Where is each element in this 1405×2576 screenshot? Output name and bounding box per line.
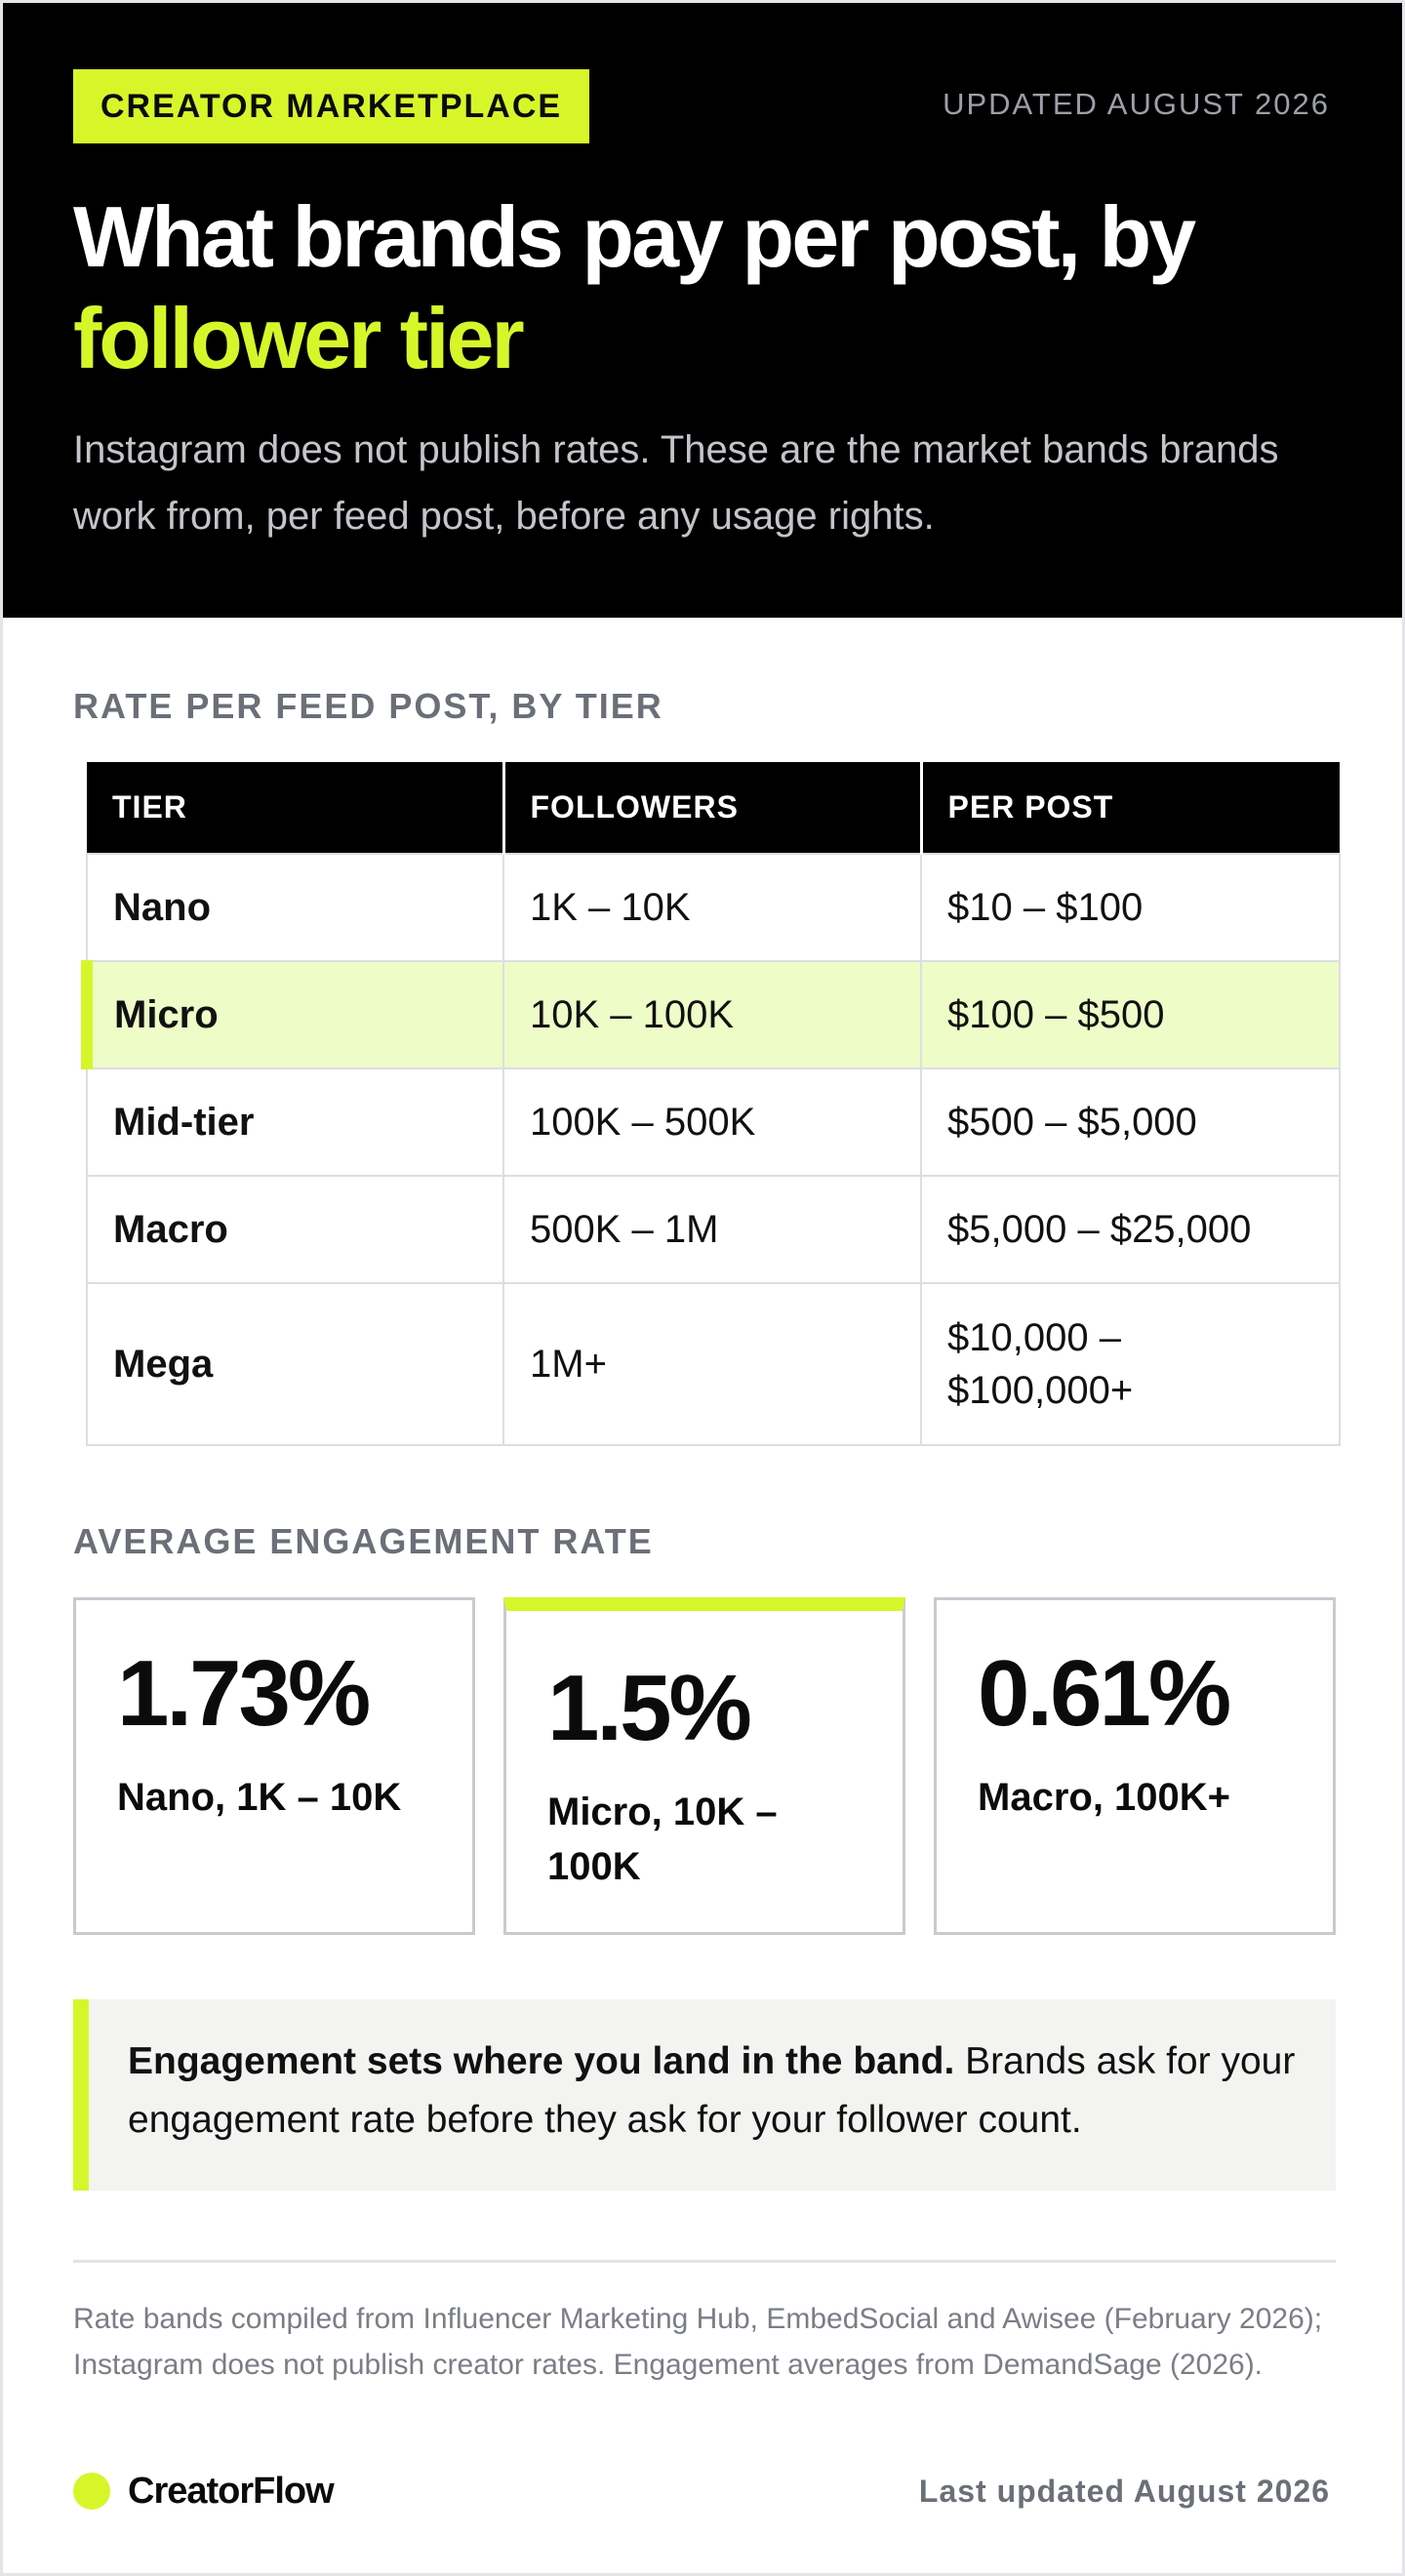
tier-cell: Nano (86, 853, 504, 962)
engagement-label: Micro, 10K – 100K (547, 1791, 778, 1888)
footer-divider (73, 2260, 1336, 2263)
table-row-macro: Macro 500K – 1M $5,000 – $25,000 (86, 1175, 1341, 1284)
brand-logo: CreatorFlow (73, 2470, 335, 2513)
followers-cell: 10K – 100K (502, 960, 922, 1069)
tier-cell: Mid-tier (86, 1067, 504, 1177)
engagement-section-label: AVERAGE ENGAGEMENT RATE (73, 1521, 654, 1561)
updated-date: UPDATED AUGUST 2026 (943, 87, 1330, 121)
engagement-callout: Engagement sets where you land in the ba… (73, 1999, 1336, 2191)
rate-table: TIER FOLLOWERS PER POST Nano 1K – 10K $1… (81, 762, 1341, 1446)
callout-emphasis: Engagement sets where you land in the ba… (128, 2040, 955, 2082)
followers-cell: 1K – 10K (502, 853, 922, 962)
title-line: What brands pay per post, by (73, 188, 1196, 285)
tier-cell: Micro (81, 960, 504, 1069)
brand-dot-icon (73, 2473, 110, 2510)
column-header-per-post: PER POST (919, 762, 1340, 854)
price-cell: $5,000 – $25,000 (920, 1175, 1341, 1284)
engagement-value: 1.73% (117, 1641, 371, 1746)
callout-text: Brands ask for your engagement rate befo… (128, 2040, 1296, 2141)
table-header-row: TIER FOLLOWERS PER POST (87, 762, 1340, 854)
followers-cell: 1M+ (502, 1282, 922, 1446)
category-tag: CREATOR MARKETPLACE (73, 69, 590, 143)
engagement-cards: 1.73% Nano, 1K – 10K 1.5% Micro, 10K – 1… (73, 1597, 1336, 1935)
price-cell: $100 – $500 (920, 960, 1341, 1069)
intro-paragraph: Instagram does not publish rates. These … (73, 428, 1279, 538)
table-row-mega: Mega 1M+ $10,000 – $100,000+ (86, 1282, 1341, 1446)
engagement-label: Nano, 1K – 10K (117, 1776, 402, 1819)
engagement-card-micro-featured: 1.5% Micro, 10K – 100K (503, 1597, 905, 1935)
followers-cell: 500K – 1M (502, 1175, 922, 1284)
engagement-value: 1.5% (547, 1656, 752, 1760)
page-title: What brands pay per post, by follower ti… (73, 186, 1332, 389)
tier-cell: Mega (86, 1282, 504, 1446)
title-accent-line: follower tier (73, 290, 525, 386)
rates-section-label: RATE PER FEED POST, BY TIER (73, 686, 663, 726)
price-cell: $500 – $5,000 (920, 1067, 1341, 1177)
price-line: $10,000 – (947, 1316, 1121, 1359)
engagement-card-nano: 1.73% Nano, 1K – 10K (73, 1597, 475, 1935)
engagement-value: 0.61% (978, 1641, 1231, 1746)
column-header-followers: FOLLOWERS (502, 762, 921, 854)
table-row-mid-tier: Mid-tier 100K – 500K $500 – $5,000 (86, 1067, 1341, 1177)
hero-header: CREATOR MARKETPLACE UPDATED AUGUST 2026 … (3, 3, 1402, 618)
engagement-label: Macro, 100K+ (978, 1776, 1231, 1819)
tier-cell: Macro (86, 1175, 504, 1284)
source-footnote: Rate bands compiled from Influencer Mark… (73, 2303, 1323, 2381)
price-cell: $10 – $100 (920, 853, 1341, 962)
price-line: $100,000+ (947, 1369, 1134, 1412)
engagement-card-macro: 0.61% Macro, 100K+ (934, 1597, 1336, 1935)
table-row-nano: Nano 1K – 10K $10 – $100 (86, 853, 1341, 962)
brand-name: CreatorFlow (128, 2470, 335, 2512)
price-cell: $10,000 – $100,000+ (920, 1282, 1341, 1446)
followers-cell: 100K – 500K (502, 1067, 922, 1177)
column-header-tier: TIER (87, 762, 503, 854)
last-updated-text: Last updated August 2026 (918, 2474, 1330, 2509)
table-row-micro-highlighted: Micro 10K – 100K $100 – $500 (81, 960, 1341, 1069)
